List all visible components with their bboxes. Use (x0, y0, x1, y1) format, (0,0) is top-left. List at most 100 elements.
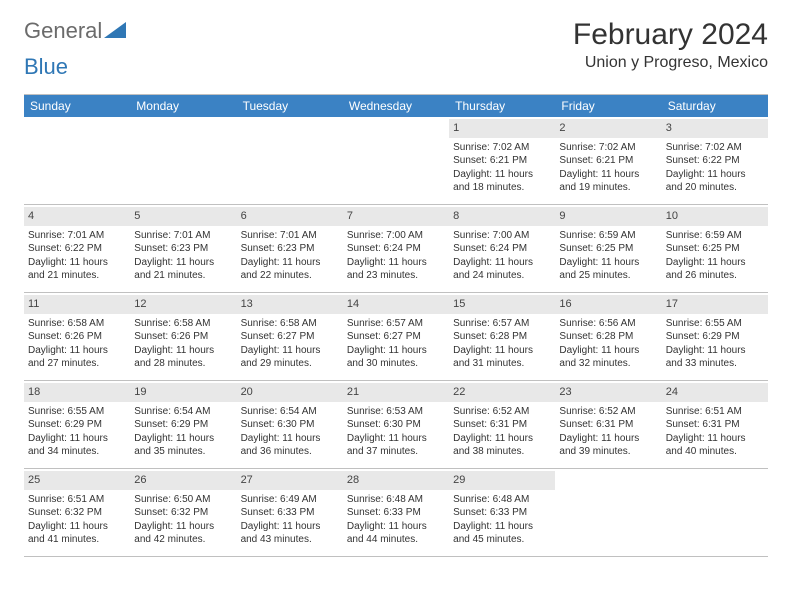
date-number: 26 (130, 471, 236, 490)
sunrise-text: Sunrise: 6:52 AM (559, 405, 657, 419)
day-cell: 4Sunrise: 7:01 AMSunset: 6:22 PMDaylight… (24, 205, 130, 293)
day-cell: 14Sunrise: 6:57 AMSunset: 6:27 PMDayligh… (343, 293, 449, 381)
sunset-text: Sunset: 6:26 PM (28, 330, 126, 344)
sunset-text: Sunset: 6:21 PM (559, 154, 657, 168)
daylight-text: Daylight: 11 hours and 21 minutes. (28, 256, 126, 283)
sunset-text: Sunset: 6:22 PM (666, 154, 764, 168)
sunrise-text: Sunrise: 6:59 AM (559, 229, 657, 243)
date-number: 17 (662, 295, 768, 314)
day-cell: 6Sunrise: 7:01 AMSunset: 6:23 PMDaylight… (237, 205, 343, 293)
sunset-text: Sunset: 6:25 PM (666, 242, 764, 256)
day-cell: 21Sunrise: 6:53 AMSunset: 6:30 PMDayligh… (343, 381, 449, 469)
daylight-text: Daylight: 11 hours and 24 minutes. (453, 256, 551, 283)
daylight-text: Daylight: 11 hours and 38 minutes. (453, 432, 551, 459)
calendar-grid: SundayMondayTuesdayWednesdayThursdayFrid… (24, 94, 768, 557)
date-number: 20 (237, 383, 343, 402)
logo-text-blue: Blue (24, 54, 68, 79)
day-cell: 10Sunrise: 6:59 AMSunset: 6:25 PMDayligh… (662, 205, 768, 293)
sunrise-text: Sunrise: 6:59 AM (666, 229, 764, 243)
sunrise-text: Sunrise: 7:02 AM (666, 141, 764, 155)
sunrise-text: Sunrise: 6:58 AM (28, 317, 126, 331)
location-label: Union y Progreso, Mexico (573, 54, 768, 72)
day-cell: 19Sunrise: 6:54 AMSunset: 6:29 PMDayligh… (130, 381, 236, 469)
weekday-header: Saturday (662, 95, 768, 117)
sunrise-text: Sunrise: 6:50 AM (134, 493, 232, 507)
date-number: 28 (343, 471, 449, 490)
sunset-text: Sunset: 6:30 PM (347, 418, 445, 432)
daylight-text: Daylight: 11 hours and 18 minutes. (453, 168, 551, 195)
day-cell: 17Sunrise: 6:55 AMSunset: 6:29 PMDayligh… (662, 293, 768, 381)
daylight-text: Daylight: 11 hours and 34 minutes. (28, 432, 126, 459)
day-cell: 28Sunrise: 6:48 AMSunset: 6:33 PMDayligh… (343, 469, 449, 557)
day-cell: 23Sunrise: 6:52 AMSunset: 6:31 PMDayligh… (555, 381, 661, 469)
sunrise-text: Sunrise: 7:01 AM (241, 229, 339, 243)
daylight-text: Daylight: 11 hours and 41 minutes. (28, 520, 126, 547)
date-number: 2 (555, 119, 661, 138)
day-cell: 24Sunrise: 6:51 AMSunset: 6:31 PMDayligh… (662, 381, 768, 469)
logo-triangle-icon (104, 22, 126, 38)
daylight-text: Daylight: 11 hours and 19 minutes. (559, 168, 657, 195)
daylight-text: Daylight: 11 hours and 29 minutes. (241, 344, 339, 371)
sunset-text: Sunset: 6:23 PM (241, 242, 339, 256)
daylight-text: Daylight: 11 hours and 44 minutes. (347, 520, 445, 547)
daylight-text: Daylight: 11 hours and 39 minutes. (559, 432, 657, 459)
logo-text-general: General (24, 18, 102, 44)
month-title: February 2024 (573, 18, 768, 52)
date-number: 18 (24, 383, 130, 402)
sunset-text: Sunset: 6:29 PM (28, 418, 126, 432)
sunrise-text: Sunrise: 7:00 AM (453, 229, 551, 243)
date-number: 27 (237, 471, 343, 490)
sunrise-text: Sunrise: 6:58 AM (134, 317, 232, 331)
sunrise-text: Sunrise: 6:49 AM (241, 493, 339, 507)
date-number: 22 (449, 383, 555, 402)
date-number: 19 (130, 383, 236, 402)
date-number: 23 (555, 383, 661, 402)
date-number: 16 (555, 295, 661, 314)
sunset-text: Sunset: 6:23 PM (134, 242, 232, 256)
day-cell: 5Sunrise: 7:01 AMSunset: 6:23 PMDaylight… (130, 205, 236, 293)
day-cell: 13Sunrise: 6:58 AMSunset: 6:27 PMDayligh… (237, 293, 343, 381)
empty-cell (555, 469, 661, 557)
sunset-text: Sunset: 6:27 PM (241, 330, 339, 344)
date-number: 4 (24, 207, 130, 226)
sunset-text: Sunset: 6:28 PM (453, 330, 551, 344)
date-number: 11 (24, 295, 130, 314)
sunset-text: Sunset: 6:22 PM (28, 242, 126, 256)
day-cell: 22Sunrise: 6:52 AMSunset: 6:31 PMDayligh… (449, 381, 555, 469)
daylight-text: Daylight: 11 hours and 45 minutes. (453, 520, 551, 547)
sunset-text: Sunset: 6:29 PM (134, 418, 232, 432)
sunset-text: Sunset: 6:26 PM (134, 330, 232, 344)
day-cell: 1Sunrise: 7:02 AMSunset: 6:21 PMDaylight… (449, 117, 555, 205)
sunrise-text: Sunrise: 6:53 AM (347, 405, 445, 419)
weekday-header: Sunday (24, 95, 130, 117)
date-number: 5 (130, 207, 236, 226)
logo: General (24, 18, 126, 44)
sunrise-text: Sunrise: 7:02 AM (453, 141, 551, 155)
daylight-text: Daylight: 11 hours and 21 minutes. (134, 256, 232, 283)
daylight-text: Daylight: 11 hours and 42 minutes. (134, 520, 232, 547)
daylight-text: Daylight: 11 hours and 36 minutes. (241, 432, 339, 459)
date-number: 14 (343, 295, 449, 314)
weekday-header: Thursday (449, 95, 555, 117)
daylight-text: Daylight: 11 hours and 25 minutes. (559, 256, 657, 283)
sunset-text: Sunset: 6:24 PM (347, 242, 445, 256)
sunset-text: Sunset: 6:29 PM (666, 330, 764, 344)
daylight-text: Daylight: 11 hours and 20 minutes. (666, 168, 764, 195)
sunrise-text: Sunrise: 6:48 AM (347, 493, 445, 507)
day-cell: 25Sunrise: 6:51 AMSunset: 6:32 PMDayligh… (24, 469, 130, 557)
sunset-text: Sunset: 6:33 PM (453, 506, 551, 520)
sunrise-text: Sunrise: 7:02 AM (559, 141, 657, 155)
day-cell: 26Sunrise: 6:50 AMSunset: 6:32 PMDayligh… (130, 469, 236, 557)
date-number: 9 (555, 207, 661, 226)
day-cell: 12Sunrise: 6:58 AMSunset: 6:26 PMDayligh… (130, 293, 236, 381)
empty-cell (662, 469, 768, 557)
sunset-text: Sunset: 6:27 PM (347, 330, 445, 344)
sunset-text: Sunset: 6:21 PM (453, 154, 551, 168)
date-number: 29 (449, 471, 555, 490)
date-number: 6 (237, 207, 343, 226)
sunrise-text: Sunrise: 6:51 AM (28, 493, 126, 507)
day-cell: 11Sunrise: 6:58 AMSunset: 6:26 PMDayligh… (24, 293, 130, 381)
day-cell: 27Sunrise: 6:49 AMSunset: 6:33 PMDayligh… (237, 469, 343, 557)
day-cell: 20Sunrise: 6:54 AMSunset: 6:30 PMDayligh… (237, 381, 343, 469)
sunset-text: Sunset: 6:31 PM (666, 418, 764, 432)
